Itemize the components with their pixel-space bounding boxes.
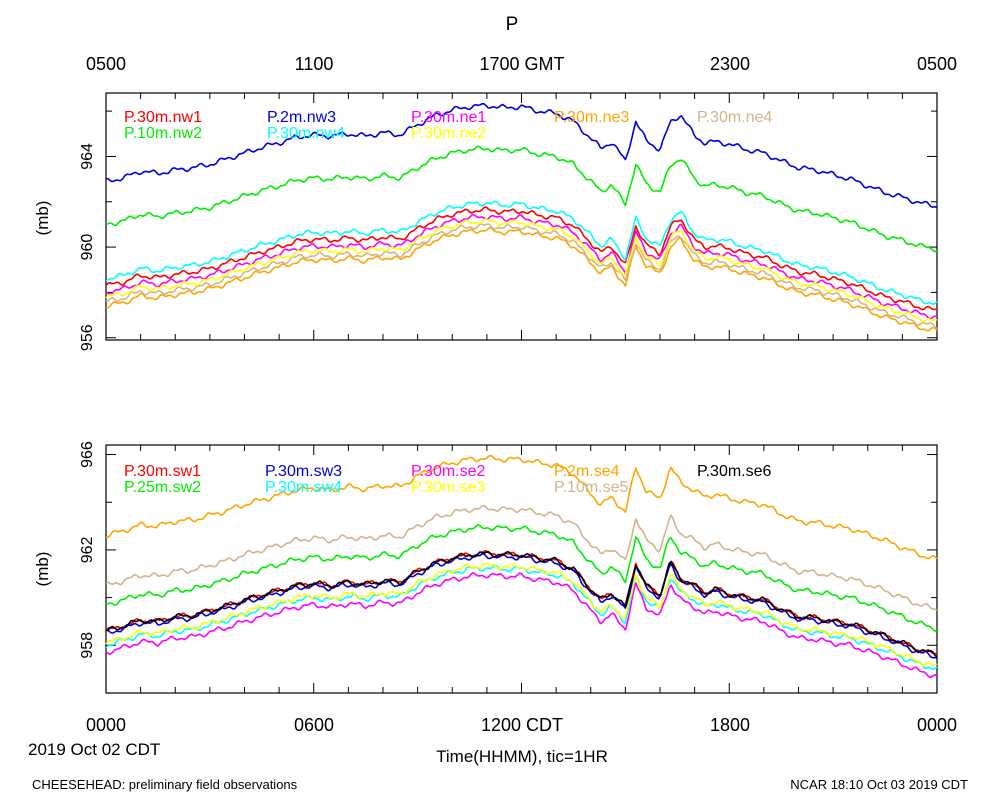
series-line-p-2m-se4 — [105, 454, 938, 560]
legend-label-nw1: P.30m.nw1 — [124, 109, 202, 126]
y-tick-label: 962 — [79, 536, 96, 563]
top-axis-label: 2300 — [710, 54, 750, 74]
top-y-axis-title: (mb) — [33, 201, 52, 236]
series-line-p-30m-ne4 — [105, 223, 938, 330]
bottom-axis-label: 1200 CDT — [481, 715, 563, 735]
series-line-p-30m-se3 — [105, 562, 938, 667]
legend-label-sw2: P.25m.sw2 — [124, 479, 201, 496]
bottom-axis-label: 0600 — [294, 715, 334, 735]
y-tick-label: 960 — [79, 234, 96, 261]
series-line-p-30m-nw4 — [105, 200, 938, 306]
top-legend: P.30m.nw1 P.2m.nw3 P.30m.ne1 P.30m.ne3 P… — [124, 109, 772, 142]
top-panel-series — [105, 103, 938, 332]
series-line-p-10m-se5 — [105, 504, 938, 612]
legend-label-nw2: P.10m.nw2 — [124, 125, 202, 142]
top-axis-label: 1100 — [295, 54, 334, 74]
series-line-p-30m-ne3 — [105, 226, 938, 332]
legend-label-se3: P.30m.se3 — [411, 479, 486, 496]
y-tick-label: 956 — [79, 324, 96, 351]
legend-label-sw4: P.30m.sw4 — [265, 479, 342, 496]
legend-label-sw3: P.30m.sw3 — [265, 463, 342, 480]
bottom-y-axis-title: (mb) — [33, 552, 52, 587]
legend-label-se4: P.2m.se4 — [554, 463, 620, 480]
y-tick-label: 966 — [79, 441, 96, 468]
top-axis-labels: 0500 1100 1700 GMT 2300 0500 — [86, 54, 957, 74]
legend-label-se2: P.30m.se2 — [411, 463, 486, 480]
bottom-panel-series — [105, 454, 938, 679]
legend-label-se5: P.10m.se5 — [554, 479, 629, 496]
y-tick-labels: 956 960 964 958 962 966 — [79, 143, 96, 659]
series-line-p-25m-sw2 — [105, 523, 938, 632]
top-axis-label: 1700 GMT — [479, 54, 564, 74]
footer-left: CHEESEHEAD: preliminary field observatio… — [32, 777, 298, 792]
legend-label-ne4: P.30m.ne4 — [697, 109, 772, 126]
legend-label-se6: P.30m.se6 — [697, 463, 772, 480]
legend-label-sw1: P.30m.sw1 — [124, 463, 201, 480]
series-line-p-2m-nw3 — [106, 103, 938, 209]
bottom-axis-label: 0000 — [917, 715, 957, 735]
legend-label-nw4: P.30m.nw4 — [267, 125, 345, 142]
legend-label-nw3: P.2m.nw3 — [267, 109, 336, 126]
legend-label-ne2: P.30m.ne2 — [411, 125, 486, 142]
legend-label-ne1: P.30m.ne1 — [411, 109, 486, 126]
bottom-axis-label: 0000 — [86, 715, 126, 735]
legend-label-ne3: P.30m.ne3 — [554, 109, 629, 126]
bottom-axis-label: 1800 — [710, 715, 750, 735]
bottom-legend: P.30m.sw1 P.30m.sw3 P.30m.se2 P.2m.se4 P… — [124, 463, 772, 496]
series-line-p-30m-sw1 — [105, 549, 938, 655]
bottom-axis-labels: 0000 0600 1200 CDT 1800 0000 — [86, 715, 957, 735]
top-axis-label: 0500 — [86, 54, 126, 74]
chart-title: P — [506, 14, 519, 35]
series-line-p-30m-ne2 — [105, 218, 938, 323]
series-line-p-30m-se2 — [105, 572, 938, 679]
bottom-panel-frame — [105, 444, 938, 694]
x-axis-title: Time(HHMM), tic=1HR — [436, 747, 608, 766]
top-axis-label: 0500 — [917, 54, 957, 74]
series-line-p-30m-se6 — [105, 550, 938, 658]
date-label: 2019 Oct 02 CDT — [28, 740, 160, 759]
series-line-p-30m-sw3 — [105, 553, 938, 659]
axis-ticks — [105, 93, 938, 694]
series-line-p-30m-nw1 — [105, 206, 938, 311]
series-line-p-10m-nw2 — [105, 145, 938, 253]
series-line-p-30m-ne1 — [105, 213, 938, 320]
footer-right: NCAR 18:10 Oct 03 2019 CDT — [790, 777, 968, 792]
y-tick-label: 958 — [79, 632, 96, 659]
y-tick-label: 964 — [79, 143, 96, 170]
